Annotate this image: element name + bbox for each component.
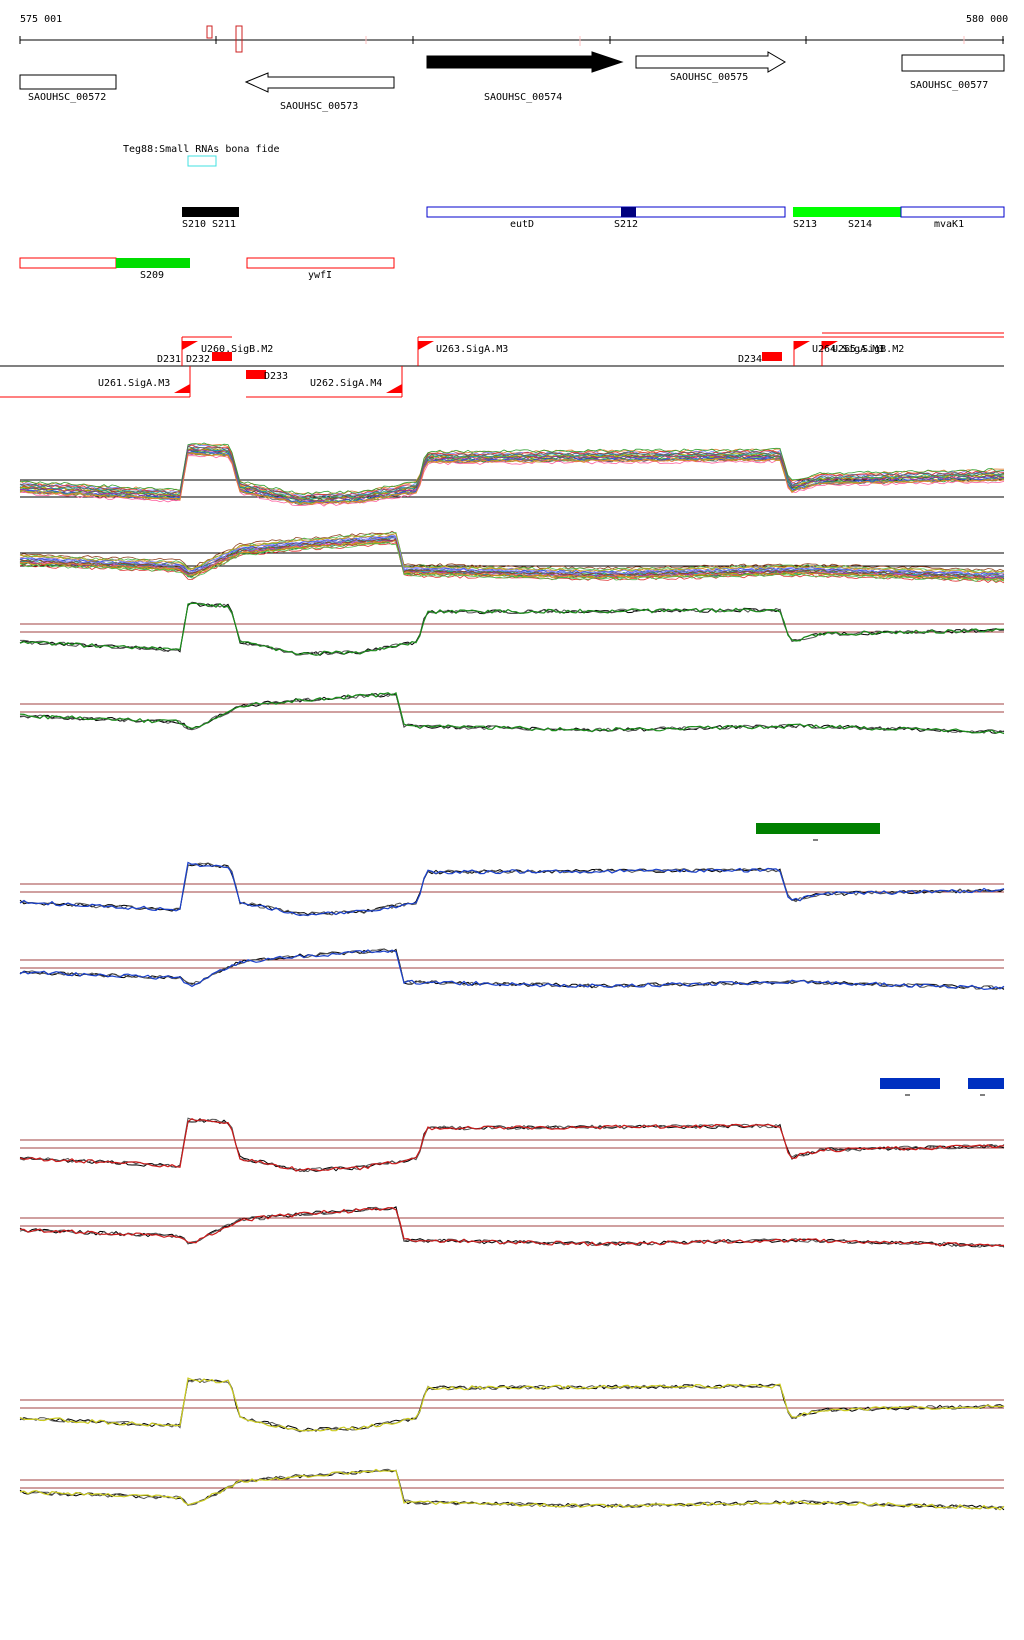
coordinate-ruler: 575 001 580 000 — [19, 14, 1008, 53]
feature-label-ywfi: ywfI — [308, 270, 332, 281]
feature-track-forward: S210 S211 eutD S212 S213 S214 mvaK1 — [182, 206, 1005, 230]
feature-ywfi[interactable] — [246, 257, 395, 269]
feature-label-s210: S210 — [182, 219, 206, 230]
promoter-label-d234[interactable]: D234 — [738, 354, 762, 365]
gene-saouhsc-00577[interactable]: SAOUHSC_00577 — [901, 54, 1005, 91]
blue-segment-bar[interactable] — [880, 1078, 940, 1089]
profile-line — [19, 536, 1005, 578]
ruler-start-label: 575 001 — [20, 14, 62, 25]
profile-line — [20, 1206, 1005, 1248]
gene-saouhsc-00572[interactable]: SAOUHSC_00572 — [19, 74, 117, 103]
small-rna-track: Teg88:Small RNAs bona fide — [123, 144, 280, 167]
expression-profiles — [19, 442, 1005, 1511]
promoter-label-d231[interactable]: D231 — [157, 354, 181, 365]
feature-label-s209: S209 — [140, 270, 164, 281]
gene-saouhsc-00574[interactable]: SAOUHSC_00574 — [426, 51, 624, 103]
profile-line — [19, 445, 1005, 500]
feature-label-s212: S212 — [614, 219, 638, 230]
profile-line — [19, 1117, 1005, 1172]
promoter-label-u265[interactable]: U265.SigB.M2 — [832, 344, 904, 355]
feature-s209[interactable] — [116, 258, 190, 268]
profile-line — [19, 538, 1005, 578]
profile-line — [19, 536, 1005, 577]
profile-line — [19, 1378, 1005, 1432]
feature-mvak1[interactable] — [900, 206, 1005, 218]
profile-line — [19, 949, 1005, 991]
profile-line — [20, 601, 1005, 656]
feature-label-s214: S214 — [848, 219, 872, 230]
gene-label: SAOUHSC_00577 — [910, 80, 988, 91]
profile-line — [19, 445, 1005, 498]
promoter-label-d232[interactable]: D232 — [186, 354, 210, 365]
ruler-end-label: 580 000 — [966, 14, 1008, 25]
profile-line — [20, 948, 1005, 991]
feature-eutd[interactable] — [426, 206, 786, 218]
green-segment-bar[interactable] — [756, 823, 880, 834]
profile-line — [19, 541, 1005, 584]
profile-line — [19, 602, 1005, 656]
gene-label: SAOUHSC_00573 — [280, 101, 358, 112]
profile-line — [19, 538, 1005, 581]
profile-line — [19, 601, 1005, 656]
small-rna-label: Teg88:Small RNAs bona fide — [123, 144, 280, 155]
feature-label-eutd: eutD — [510, 219, 534, 230]
promoter-label-u261[interactable]: U261.SigA.M3 — [98, 378, 170, 389]
profile-line — [19, 693, 1005, 734]
profile-line — [19, 862, 1005, 916]
feature-track-reverse: S209 ywfI — [19, 257, 395, 281]
feature-s210-s211[interactable] — [182, 207, 239, 217]
feature-label-s211: S211 — [212, 219, 236, 230]
profile-line — [19, 534, 1005, 575]
promoter-label-u263[interactable]: U263.SigA.M3 — [436, 344, 508, 355]
feature-label-mvak1: mvaK1 — [934, 219, 964, 230]
gene-track: SAOUHSC_00572 SAOUHSC_00573 SAOUHSC_0057… — [19, 51, 1005, 112]
feature-s213-s214[interactable] — [793, 207, 901, 217]
profile-line — [19, 862, 1005, 917]
promoter-label-d233[interactable]: D233 — [264, 371, 288, 382]
ruler-marker — [206, 25, 213, 39]
gene-label: SAOUHSC_00574 — [484, 92, 562, 103]
gene-label: SAOUHSC_00575 — [670, 72, 748, 83]
gene-saouhsc-00573[interactable]: SAOUHSC_00573 — [244, 72, 395, 112]
feature-reverse-box[interactable] — [19, 257, 117, 269]
promoter-label-u264[interactable]: U264.SigA.M3 — [812, 344, 884, 355]
profile-line — [19, 1117, 1005, 1173]
profile-line — [19, 442, 1005, 496]
gene-label: SAOUHSC_00572 — [28, 92, 106, 103]
profile-line — [19, 449, 1005, 502]
profile-line — [19, 1468, 1005, 1511]
feature-s212[interactable] — [621, 207, 636, 217]
feature-label-s213: S213 — [793, 219, 817, 230]
ruler-marker — [235, 25, 243, 53]
profile-line — [19, 452, 1005, 506]
gene-saouhsc-00575[interactable]: SAOUHSC_00575 — [635, 51, 786, 83]
profile-line — [19, 861, 1005, 917]
segment-bars — [756, 823, 1004, 1096]
promoter-label-u260[interactable]: U260.SigB.M2 — [201, 344, 273, 355]
small-rna-feature[interactable] — [187, 155, 217, 167]
profile-line — [19, 541, 1005, 583]
promoter-track: U260.SigB.M2 D231 D232 U263.SigA.M3 D234… — [0, 332, 1004, 398]
blue-segment-bar[interactable] — [968, 1078, 1004, 1089]
profile-line — [19, 691, 1005, 735]
promoter-label-u262[interactable]: U262.SigA.M4 — [310, 378, 382, 389]
profile-line — [19, 1377, 1005, 1432]
profile-line — [19, 1468, 1005, 1511]
profile-line — [19, 533, 1005, 574]
